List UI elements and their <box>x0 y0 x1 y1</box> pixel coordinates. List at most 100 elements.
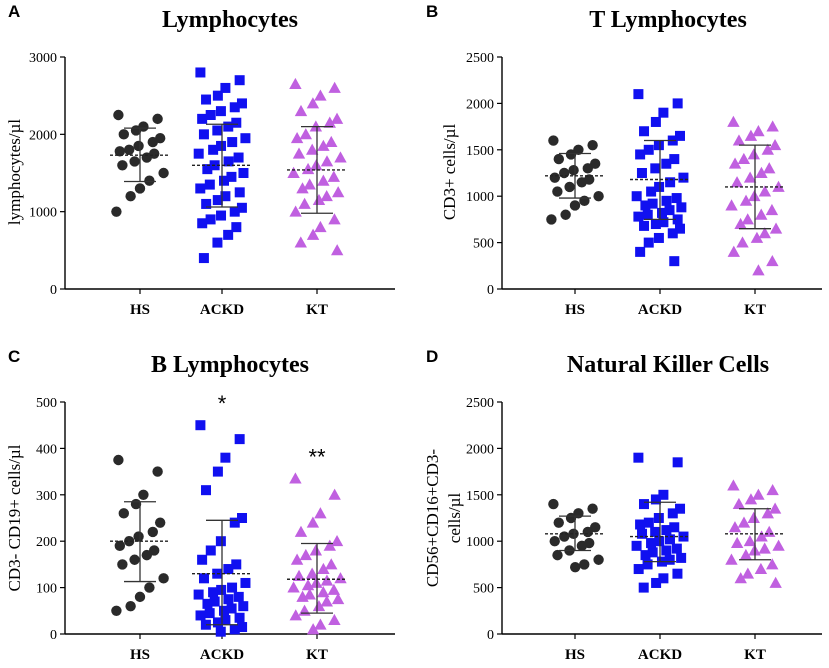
data-point <box>725 553 738 565</box>
data-point <box>765 203 779 216</box>
data-point <box>240 577 251 588</box>
data-point <box>763 525 776 537</box>
data-point <box>323 539 336 551</box>
data-point <box>587 139 598 151</box>
data-point <box>208 144 219 155</box>
data-point <box>141 549 153 561</box>
y-tick-label: 1000 <box>29 206 57 221</box>
data-point <box>728 521 742 533</box>
data-point <box>129 554 140 565</box>
panel-label: A <box>8 2 20 21</box>
data-point <box>761 143 774 155</box>
data-point <box>569 200 581 211</box>
data-point <box>306 623 320 635</box>
data-point <box>758 542 771 554</box>
data-point <box>674 130 685 141</box>
data-point <box>129 156 140 167</box>
data-point <box>769 222 783 234</box>
data-point <box>654 536 665 547</box>
data-point <box>123 536 135 547</box>
data-point <box>301 579 315 591</box>
y-tick-label: 500 <box>473 237 494 252</box>
data-point <box>204 179 215 190</box>
data-point <box>328 488 341 500</box>
data-point <box>334 151 347 163</box>
plot-area: 0 1000 2000 3000 HS ACKD KT <box>29 51 395 318</box>
data-point <box>642 559 653 570</box>
data-point <box>664 534 675 545</box>
data-point <box>298 604 311 616</box>
data-point <box>117 559 128 570</box>
data-point <box>646 186 657 197</box>
data-point <box>661 195 672 206</box>
data-point <box>195 420 206 431</box>
data-point <box>134 183 146 194</box>
data-point <box>675 503 686 514</box>
data-point <box>669 256 680 267</box>
data-point <box>674 223 685 234</box>
data-point <box>672 214 683 225</box>
panel-b: B T Lymphocytes CD3+ cells/µl 0 500 1000 15… <box>426 2 822 318</box>
data-point <box>752 125 765 137</box>
data-point <box>565 149 577 160</box>
data-point <box>664 554 675 565</box>
data-point <box>314 220 327 233</box>
data-point <box>752 264 765 276</box>
data-point <box>236 98 247 109</box>
data-point <box>234 187 245 198</box>
data-point <box>741 213 754 225</box>
data-point <box>549 536 560 547</box>
x-tick-label: ACKD <box>638 302 682 318</box>
data-point <box>334 572 347 584</box>
y-tick-label: 0 <box>50 283 57 298</box>
data-point <box>240 133 251 144</box>
data-point <box>325 135 338 148</box>
y-tick-label: 1500 <box>466 144 494 159</box>
data-point <box>328 81 341 93</box>
data-point <box>114 146 126 157</box>
data-point <box>312 599 326 612</box>
data-point <box>658 107 669 118</box>
data-point <box>328 213 341 225</box>
data-point <box>331 593 345 605</box>
data-point <box>202 164 213 175</box>
data-point <box>639 126 650 137</box>
data-point <box>730 536 744 549</box>
data-point <box>631 540 642 551</box>
data-point <box>732 497 746 510</box>
data-point <box>237 622 248 633</box>
data-point <box>669 154 680 165</box>
data-point <box>758 185 772 197</box>
data-point <box>559 531 570 542</box>
data-point <box>320 574 334 586</box>
data-point <box>676 202 687 213</box>
data-point <box>642 209 653 220</box>
data-point <box>650 163 661 174</box>
data-point <box>317 174 330 186</box>
data-point <box>215 626 226 637</box>
data-point <box>672 98 683 109</box>
data-point <box>231 559 242 570</box>
data-point <box>552 186 563 197</box>
data-point <box>579 559 590 570</box>
y-axis-label: CD3- CD19+ cells/µl <box>5 444 24 591</box>
y-tick-label: 2000 <box>466 97 494 112</box>
data-point <box>205 110 216 120</box>
data-point <box>744 493 758 505</box>
data-point <box>727 245 740 257</box>
data-point <box>638 499 649 510</box>
data-point <box>113 454 124 466</box>
data-point <box>123 144 135 155</box>
x-tick-label: KT <box>744 647 766 663</box>
y-axis-label: CD3+ cells/µl <box>440 124 459 221</box>
data-point <box>320 595 333 607</box>
data-point <box>201 198 212 209</box>
data-point <box>568 165 579 176</box>
data-point <box>593 554 604 565</box>
data-point <box>238 168 249 178</box>
significance-annotation: ** <box>308 445 326 470</box>
data-point <box>197 113 208 124</box>
data-point <box>220 615 231 626</box>
data-point <box>755 530 768 542</box>
data-point <box>202 598 213 609</box>
